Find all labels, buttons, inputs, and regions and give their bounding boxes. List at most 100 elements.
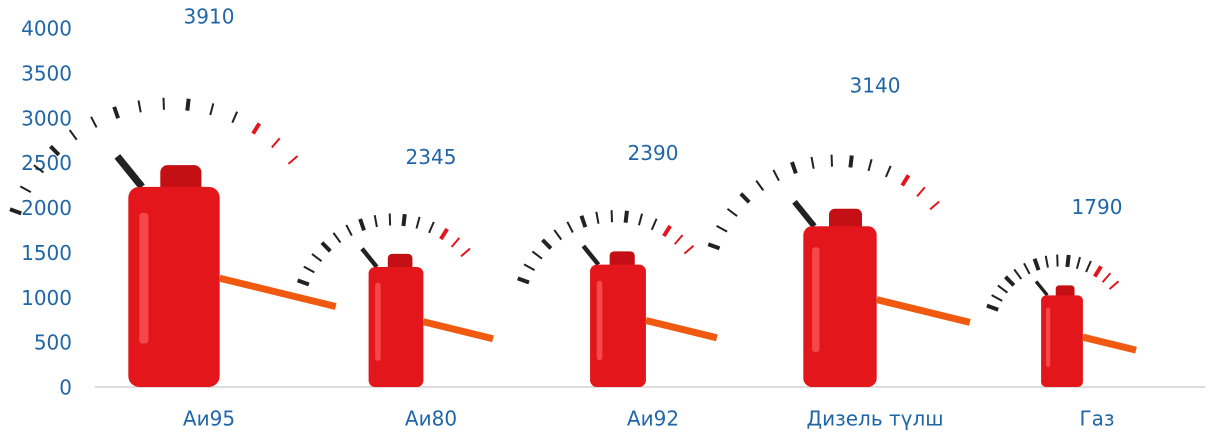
can-spout xyxy=(362,249,377,267)
gauge-tick xyxy=(542,240,550,249)
gauge-tick xyxy=(461,248,470,256)
gauge-tick xyxy=(773,170,779,181)
gauge-tick xyxy=(20,186,31,192)
gauge-tick xyxy=(312,254,322,261)
gauge-tick xyxy=(792,162,796,173)
gauge-needle xyxy=(220,278,336,306)
gauge-tick xyxy=(375,215,377,227)
can-spout xyxy=(1036,281,1047,295)
gauge-tick xyxy=(998,285,1008,292)
y-tick-label: 2000 xyxy=(21,196,72,220)
value-label: 2345 xyxy=(406,145,457,169)
can-shine xyxy=(597,281,603,361)
gauge-tick xyxy=(452,238,460,247)
gauge-tick xyxy=(1046,256,1048,268)
gauge-tick xyxy=(1109,281,1118,289)
gauge-tick xyxy=(886,166,891,177)
gauge-tick xyxy=(850,155,851,167)
gauge-tick xyxy=(917,187,925,196)
gauge-tick xyxy=(403,214,404,226)
x-tick-label: Дизель түлш xyxy=(806,407,943,431)
gauge-tick xyxy=(652,219,657,230)
y-tick-label: 3500 xyxy=(21,61,72,85)
gauge-tick xyxy=(114,107,118,118)
gauge-tick xyxy=(902,175,908,185)
value-label: 3140 xyxy=(850,74,901,98)
y-tick-label: 3000 xyxy=(21,106,72,130)
gauge-needle xyxy=(877,300,970,323)
y-tick-label: 0 xyxy=(59,376,72,400)
gauge-tick xyxy=(91,117,97,128)
gauge-tick xyxy=(429,222,434,233)
x-tick-label: Аи92 xyxy=(627,407,679,431)
fuel-can xyxy=(518,210,717,387)
gauge-tick xyxy=(987,306,998,310)
gauge-tick xyxy=(1024,263,1030,274)
fuel-can xyxy=(708,155,970,387)
gauge-tick xyxy=(298,280,309,284)
gauge-tick xyxy=(304,267,315,273)
gauge-tick xyxy=(416,217,419,229)
gauge-tick xyxy=(253,123,259,133)
gauge-tick xyxy=(567,222,573,233)
gauge-tick xyxy=(639,214,642,226)
y-tick-label: 500 xyxy=(34,331,72,355)
gauge-tick xyxy=(322,243,330,252)
can-shine xyxy=(1046,307,1050,367)
can-shine xyxy=(139,213,148,344)
can-shine xyxy=(812,247,819,352)
gauge-tick xyxy=(708,244,719,248)
can-shine xyxy=(375,283,380,361)
gauge-tick xyxy=(1095,266,1101,276)
y-tick-label: 1000 xyxy=(21,286,72,310)
gauge-tick xyxy=(756,181,763,191)
gauge-tick xyxy=(10,209,21,213)
gauge-tick xyxy=(441,229,447,239)
gauge-tick xyxy=(930,201,939,209)
gauge-tick xyxy=(717,226,728,232)
gauge-tick xyxy=(675,235,683,244)
gauge-tick xyxy=(1103,273,1111,282)
gauge-tick xyxy=(288,156,297,164)
gauge-tick xyxy=(187,99,188,111)
gauge-tick xyxy=(626,211,627,223)
can-spout xyxy=(583,246,598,265)
x-tick-label: Газ xyxy=(1079,407,1114,431)
can-spout xyxy=(117,156,142,186)
gauge-tick xyxy=(1014,269,1021,279)
gauge-tick xyxy=(1005,277,1013,286)
gauge-needle xyxy=(423,322,493,339)
gauge-tick xyxy=(346,225,352,236)
gauge-tick xyxy=(741,194,749,203)
fuel-can xyxy=(987,255,1136,387)
gauge-tick xyxy=(518,278,529,282)
gauge-tick xyxy=(727,209,737,216)
y-tick-label: 2500 xyxy=(21,151,72,175)
can-spout xyxy=(795,202,815,226)
gauge-needle xyxy=(1083,337,1136,350)
gauge-tick xyxy=(532,251,542,258)
gauge-tick xyxy=(684,246,693,254)
gauge-needle xyxy=(646,321,717,338)
gauge-tick xyxy=(596,212,598,224)
gauge-tick xyxy=(524,264,535,270)
gauge-tick xyxy=(664,226,670,236)
y-tick-label: 4000 xyxy=(21,17,72,41)
gauge-tick xyxy=(232,112,237,123)
x-tick-label: Аи80 xyxy=(405,407,457,431)
gauge-tick xyxy=(1077,257,1080,269)
gauge-tick xyxy=(554,230,561,240)
gauge-tick xyxy=(139,100,141,112)
gauge-tick xyxy=(70,130,77,140)
gauge-tick xyxy=(360,219,364,230)
value-label: 2390 xyxy=(628,141,679,165)
gauge-tick xyxy=(581,216,585,227)
value-label: 1790 xyxy=(1072,195,1123,219)
gauge-tick xyxy=(811,157,813,169)
fuel-can xyxy=(298,214,493,387)
x-tick-label: Аи95 xyxy=(183,407,235,431)
gauge-tick xyxy=(1086,261,1091,272)
y-tick-label: 1500 xyxy=(21,241,72,265)
gauge-tick xyxy=(1035,259,1039,270)
